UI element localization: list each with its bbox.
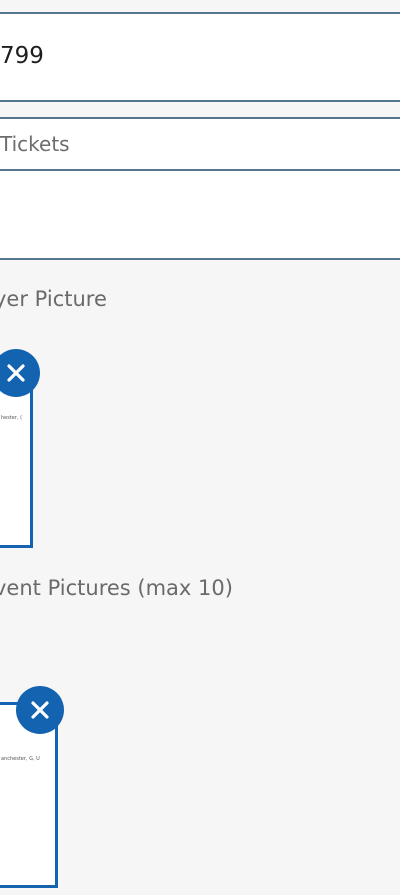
event-picture-remove-button[interactable] — [16, 686, 64, 734]
close-icon — [7, 364, 25, 382]
flyer-remove-button[interactable] — [0, 349, 40, 397]
empty-field[interactable] — [0, 170, 400, 260]
price-field[interactable]: 799 — [0, 12, 400, 102]
flyer-thumbnail-caption: hester, ( — [1, 415, 23, 421]
flyer-picture-label: yer Picture — [0, 287, 107, 311]
price-value: 799 — [0, 43, 44, 69]
event-thumbnail-caption: anchester, G, U — [1, 756, 40, 762]
event-picture-thumbnail[interactable]: anchester, G, U — [0, 702, 58, 888]
tickets-field[interactable] — [0, 117, 400, 171]
event-pictures-label: vent Pictures (max 10) — [0, 576, 233, 600]
tickets-input[interactable] — [0, 119, 380, 169]
close-icon — [31, 701, 49, 719]
flyer-thumbnail[interactable]: hester, ( — [0, 371, 33, 548]
